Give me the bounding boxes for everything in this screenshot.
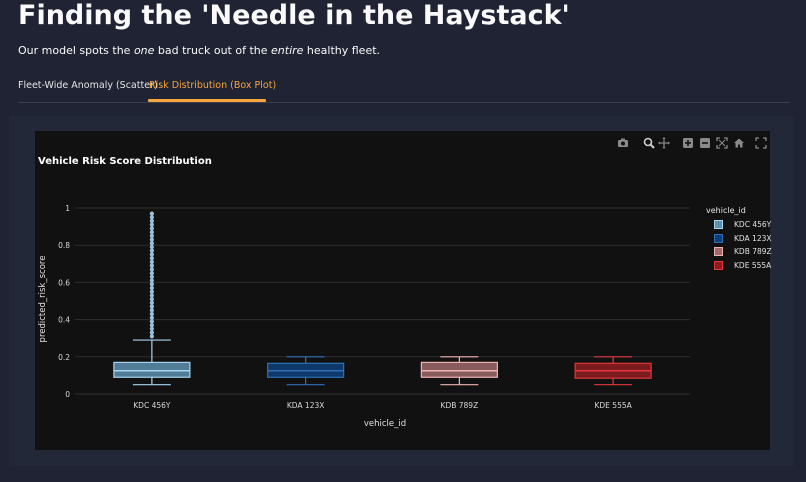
legend-label: KDB 789Z [734, 247, 772, 256]
x-tick-label: KDA 123X [287, 401, 325, 410]
y-tick-label: 0.4 [58, 316, 70, 325]
legend-swatch [714, 220, 723, 229]
y-tick-label: 0.8 [58, 241, 70, 250]
outlier-point [149, 252, 154, 257]
outlier-point [149, 248, 154, 253]
zoom-out-icon[interactable] [699, 137, 711, 149]
outlier-point [149, 315, 154, 320]
box-kdc-456y [113, 211, 191, 386]
page-subtitle: Our model spots the one bad truck out of… [18, 44, 380, 57]
outlier-point [149, 222, 154, 227]
subtitle-emphasis-one: one [133, 44, 155, 57]
outlier-point [149, 267, 154, 272]
camera-icon[interactable] [617, 137, 629, 149]
subtitle-text-middle: bad truck out of the [154, 44, 272, 57]
outlier-point [149, 285, 154, 291]
box-kda-123x [267, 356, 345, 386]
outlier-point [149, 233, 154, 238]
y-tick-label: 0.6 [58, 278, 70, 287]
autoscale-icon[interactable] [716, 137, 728, 149]
outlier-point [149, 311, 154, 317]
outlier-point [149, 308, 154, 313]
outlier-point [149, 330, 154, 335]
legend-swatch [714, 260, 723, 270]
outlier-point [149, 297, 154, 302]
legend-label: KDE 555A [734, 260, 772, 270]
y-tick-label: 0 [65, 390, 70, 399]
legend-label: KDA 123X [734, 233, 772, 243]
x-tick-label: KDE 555A [594, 401, 632, 410]
x-axis-ticks: KDC 456Y KDA 123X KDB 789Z KDE 555A [133, 401, 632, 410]
legend-label: KDC 456Y [734, 220, 772, 229]
outlier-point [149, 289, 154, 294]
subtitle-text-start: Our model spots the [18, 44, 134, 57]
outlier-point [149, 259, 154, 265]
chart-title: Vehicle Risk Score Distribution [38, 156, 212, 167]
box-body [420, 361, 498, 378]
zoom-icon[interactable] [643, 137, 655, 149]
box-kdb-789z [420, 356, 498, 386]
tab-bar: Fleet-Wide Anomaly (Scatter) Risk Distri… [18, 74, 790, 103]
legend-swatch [714, 233, 723, 243]
outlier-point [149, 278, 154, 283]
tab-risk-distribution[interactable]: Risk Distribution (Box Plot) [149, 80, 277, 91]
outlier-point [149, 319, 154, 324]
outlier-point [149, 300, 154, 305]
tab-fleet-wide-anomaly[interactable]: Fleet-Wide Anomaly (Scatter) [18, 80, 158, 91]
outlier-point [149, 244, 154, 250]
outlier-point [149, 326, 154, 331]
zoom-in-icon[interactable] [682, 137, 694, 149]
outlier-point [149, 237, 154, 242]
outlier-point [149, 274, 154, 279]
chart-modebar [617, 137, 772, 151]
box-kde-555a [574, 356, 652, 386]
subtitle-text-end: healthy fleet. [303, 44, 381, 57]
y-axis-label: predicted_risk_score [38, 256, 48, 343]
chart-area[interactable] [35, 131, 770, 450]
outlier-point [149, 215, 154, 220]
outlier-point [149, 334, 154, 339]
outlier-point [149, 241, 154, 246]
page-title: Finding the 'Needle in the Haystack' [18, 0, 570, 31]
chart-boxes [113, 211, 652, 386]
pan-icon[interactable] [658, 137, 670, 149]
x-axis-label: vehicle_id [364, 419, 406, 429]
outlier-point [149, 226, 154, 231]
outlier-point [149, 211, 154, 216]
outlier-point [149, 282, 154, 287]
outlier-point [149, 230, 154, 235]
outlier-point [149, 293, 154, 298]
outlier-point [149, 218, 154, 224]
legend-swatch [714, 247, 723, 256]
legend-title: vehicle_id [706, 206, 746, 215]
subtitle-emphasis-entire: entire [271, 44, 304, 57]
active-tab-indicator [148, 99, 266, 102]
outlier-point [149, 256, 154, 261]
y-axis-ticks: 0 0.2 0.4 0.6 0.8 1 [58, 204, 70, 399]
home-icon[interactable] [733, 137, 745, 149]
outlier-point [149, 304, 154, 309]
chart-grid [75, 207, 690, 395]
fullscreen-icon[interactable] [755, 137, 767, 149]
x-tick-label: KDB 789Z [441, 401, 479, 410]
outlier-point [149, 323, 154, 328]
x-tick-label: KDC 456Y [133, 401, 171, 410]
outlier-point [149, 263, 154, 268]
outlier-point [149, 271, 154, 276]
box-body [113, 361, 191, 378]
y-tick-label: 1 [65, 204, 70, 213]
y-tick-label: 0.2 [58, 353, 70, 362]
